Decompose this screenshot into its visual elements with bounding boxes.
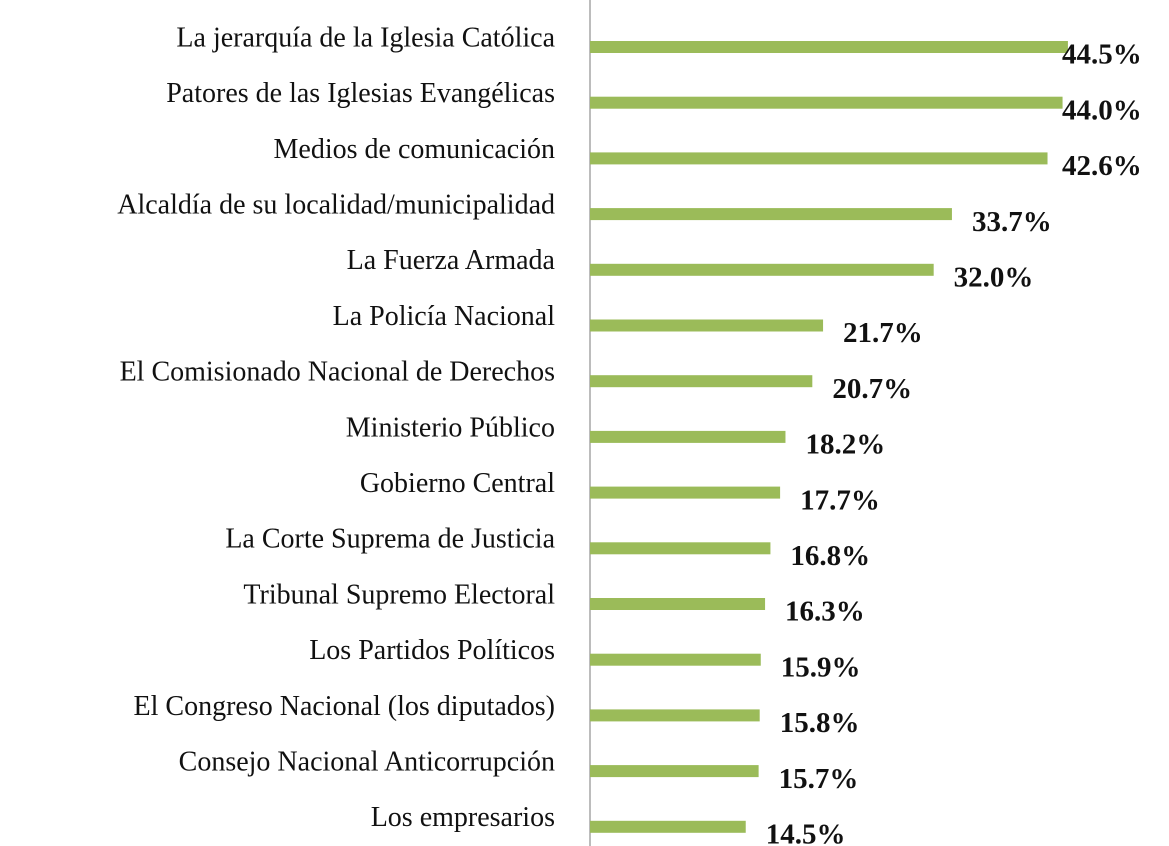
category-label: Los Partidos Políticos [309, 635, 555, 666]
bar [590, 820, 746, 833]
category-label: Los empresarios [371, 802, 555, 833]
bar [590, 653, 761, 666]
value-label: 16.3% [785, 596, 865, 628]
category-label: La Corte Suprema de Justicia [225, 524, 555, 555]
category-label: La Fuerza Armada [347, 245, 556, 276]
category-label: Consejo Nacional Anticorrupción [179, 747, 555, 778]
bar [590, 598, 766, 610]
value-label: 32.0% [954, 261, 1034, 293]
value-label: 33.7% [972, 206, 1052, 238]
value-label: 15.7% [779, 763, 859, 795]
value-label: 17.7% [800, 484, 880, 516]
category-label: Patores de las Iglesias Evangélicas [166, 78, 555, 109]
value-label: 14.5% [766, 818, 846, 846]
value-label: 16.8% [790, 540, 870, 572]
category-label: Alcaldía de su localidad/municipalidad [117, 190, 555, 221]
bar [590, 430, 786, 443]
bar [590, 709, 760, 722]
value-label: 21.7% [843, 317, 923, 349]
bar [590, 542, 771, 555]
value-label: 20.7% [832, 373, 912, 405]
category-label: El Comisionado Nacional de Derechos [120, 357, 555, 388]
bar [590, 208, 952, 221]
category-label: Ministerio Público [346, 412, 555, 443]
bar [590, 41, 1068, 53]
category-label: La Policía Nacional [333, 301, 556, 332]
value-label: 15.9% [781, 651, 861, 683]
value-label: 15.8% [780, 707, 860, 739]
value-label: 44.5% [1062, 39, 1142, 71]
category-label: Gobierno Central [360, 468, 555, 499]
category-label: Medios de comunicación [274, 134, 555, 165]
category-label: El Congreso Nacional (los diputados) [134, 691, 555, 722]
bar [590, 263, 934, 276]
bar [590, 152, 1048, 165]
bar [590, 319, 824, 332]
bar [590, 486, 781, 499]
value-label: 44.0% [1062, 94, 1142, 126]
category-label: La jerarquía de la Iglesia Católica [176, 22, 555, 53]
bar [590, 375, 813, 388]
value-label: 18.2% [805, 429, 885, 461]
bar [590, 765, 759, 778]
value-label: 42.6% [1062, 150, 1142, 182]
category-label: Tribunal Supremo Electoral [243, 579, 555, 610]
bar [590, 96, 1063, 109]
